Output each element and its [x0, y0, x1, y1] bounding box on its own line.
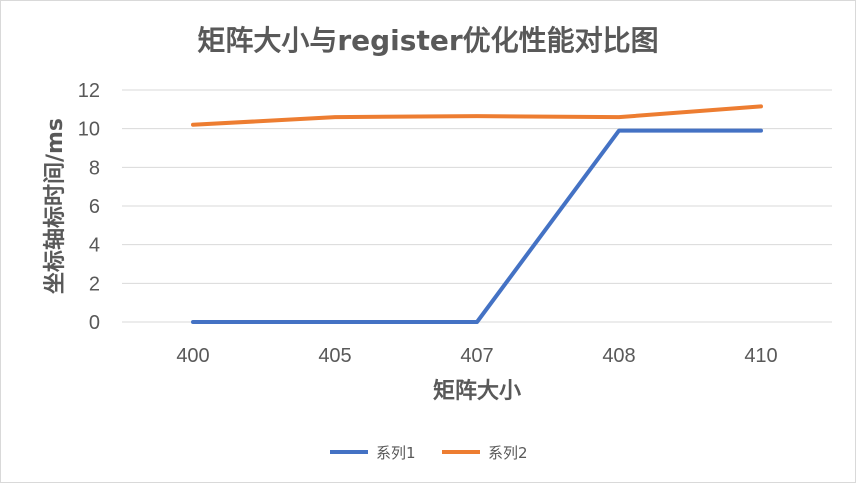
y-tick-label: 8 — [89, 157, 100, 179]
x-tick-label: 408 — [602, 345, 635, 367]
x-tick-label: 405 — [318, 345, 351, 367]
y-tick-label: 12 — [78, 80, 100, 102]
legend-label-2: 系列2 — [488, 444, 528, 462]
x-tick-label: 400 — [176, 345, 209, 367]
series-2-line — [191, 104, 763, 127]
legend-label-1: 系列1 — [376, 444, 416, 462]
series-lines — [191, 104, 763, 324]
x-axis-title: 矩阵大小 — [433, 378, 521, 404]
y-tick-label: 4 — [89, 235, 100, 257]
x-tick-labels: 400 405 407 408 410 — [176, 345, 777, 367]
y-tick-labels: 0 2 4 6 8 10 12 — [78, 80, 100, 334]
x-tick-label: 407 — [460, 345, 493, 367]
y-axis-title: 坐标轴标时间/ms — [42, 118, 68, 294]
y-tick-label: 2 — [89, 273, 100, 295]
y-tick-label: 0 — [89, 312, 100, 334]
chart-title: 矩阵大小与register优化性能对比图 — [197, 24, 658, 57]
y-tick-label: 10 — [78, 119, 100, 141]
x-tick-label: 410 — [744, 345, 777, 367]
y-tick-label: 6 — [89, 196, 100, 218]
legend: 系列1 系列2 — [330, 444, 528, 462]
series-1-line — [191, 128, 763, 324]
